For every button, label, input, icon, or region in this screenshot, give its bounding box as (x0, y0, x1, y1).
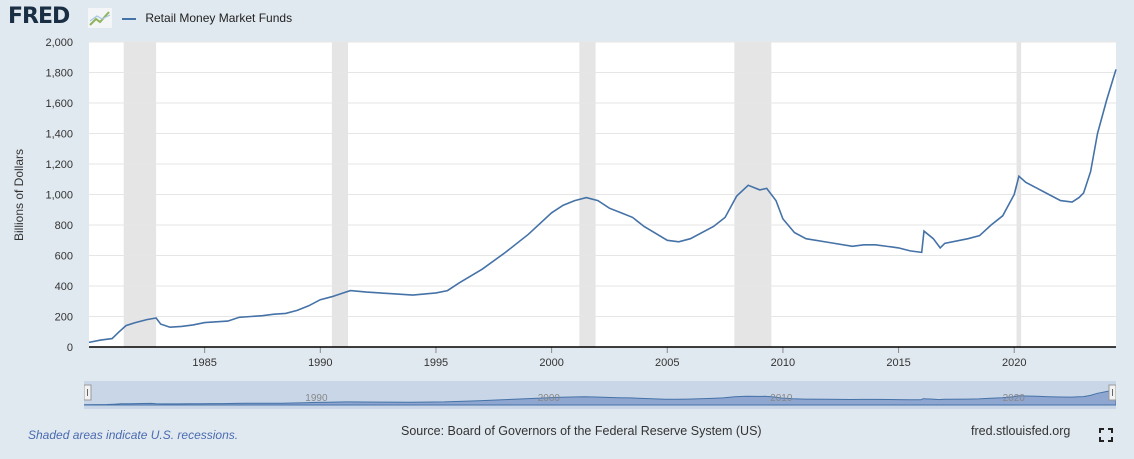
y-tick-label: 1,400 (45, 129, 73, 141)
y-tick-label: 0 (67, 342, 73, 354)
legend-label: Retail Money Market Funds (145, 11, 293, 25)
y-axis-label: Billions of Dollars (12, 149, 26, 241)
chart-legend[interactable]: Retail Money Market Funds (122, 11, 292, 25)
fred-logo[interactable]: FRED (8, 4, 70, 29)
y-tick-label: 1,600 (45, 98, 73, 110)
line-graph-icon (88, 8, 112, 28)
x-tick-label: 1985 (192, 357, 216, 369)
y-tick-label: 1,200 (45, 159, 73, 171)
navigator-tick-label: 1990 (305, 393, 328, 404)
recession-note: Shaded areas indicate U.S. recessions. (28, 428, 239, 442)
x-tick-label: 1990 (308, 357, 332, 369)
x-tick-label: 2005 (655, 357, 679, 369)
navigator-tick-label: 2020 (1003, 393, 1026, 404)
y-tick-label: 400 (55, 281, 73, 293)
legend-swatch (122, 17, 136, 20)
x-tick-label: 2015 (886, 357, 910, 369)
y-tick-label: 1,800 (45, 68, 73, 80)
site-link[interactable]: fred.stlouisfed.org (971, 424, 1071, 438)
navigator-tick-label: 2000 (538, 393, 561, 404)
y-tick-label: 800 (55, 220, 73, 232)
navigator-series-area (84, 389, 1116, 406)
source-note: Source: Board of Governors of the Federa… (401, 424, 762, 438)
x-tick-label: 2000 (539, 357, 563, 369)
x-tick-label: 2020 (1002, 357, 1026, 369)
fullscreen-icon[interactable] (1099, 428, 1113, 442)
y-tick-label: 600 (55, 251, 73, 263)
main-chart[interactable]: 0 200 400 600 800 1,000 1,200 1,400 1,600 1,800 2,… (0, 0, 1134, 380)
navigator-tick-label: 2010 (770, 393, 793, 404)
range-navigator[interactable]: 1990 2000 2010 2020 (84, 381, 1116, 409)
y-tick-label: 200 (55, 312, 73, 324)
x-tick-label: 2010 (771, 357, 795, 369)
y-tick-label: 2,000 (45, 37, 73, 49)
x-tick-label: 1995 (424, 357, 448, 369)
series-line-retail-money-market-funds[interactable] (88, 69, 1117, 344)
y-tick-label: 1,000 (45, 190, 73, 202)
